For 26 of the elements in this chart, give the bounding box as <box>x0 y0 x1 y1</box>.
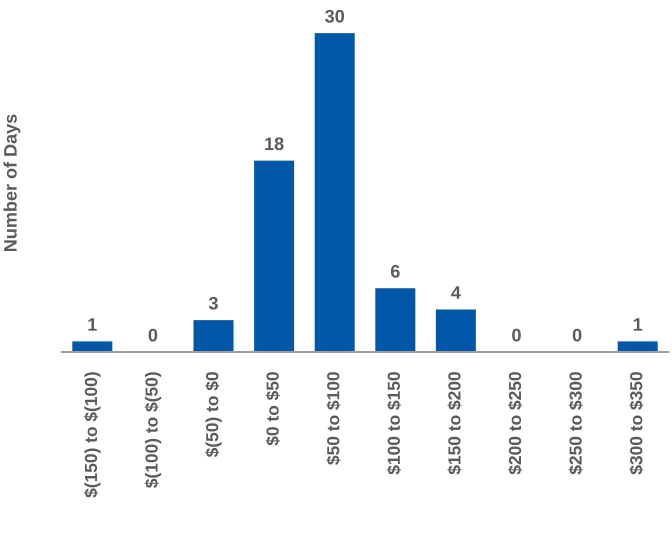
bar <box>436 309 476 352</box>
x-tick-label: $200 to $250 <box>508 372 522 474</box>
y-axis-title: Number of Days <box>4 114 20 252</box>
x-tick-label: $(150) to $(100) <box>84 372 101 498</box>
x-tick-label: $50 to $100 <box>326 372 340 465</box>
data-label: 0 <box>148 328 158 342</box>
x-tick-label: $300 to $350 <box>629 372 644 474</box>
data-label: 3 <box>208 296 218 310</box>
data-label: 4 <box>451 286 461 299</box>
bar <box>194 320 234 352</box>
x-tick-label: $150 to $200 <box>448 372 462 474</box>
data-label: 30 <box>325 10 344 23</box>
data-label: 18 <box>265 137 284 150</box>
x-tick-label: $(100) to $(50) <box>144 372 162 488</box>
data-label: 0 <box>512 328 521 342</box>
data-label: 1 <box>634 318 642 331</box>
x-tick-label: $(50) to $0 <box>205 372 222 458</box>
data-label: 1 <box>88 318 97 331</box>
x-tick-label: $100 to $150 <box>386 372 402 474</box>
x-tick-label: $0 to $50 <box>266 372 280 446</box>
data-label: 6 <box>390 264 400 278</box>
x-tick-label: $250 to $300 <box>568 372 583 474</box>
data-label: 0 <box>572 328 582 342</box>
bar <box>254 160 294 352</box>
bar <box>375 288 416 352</box>
bar <box>314 33 355 352</box>
